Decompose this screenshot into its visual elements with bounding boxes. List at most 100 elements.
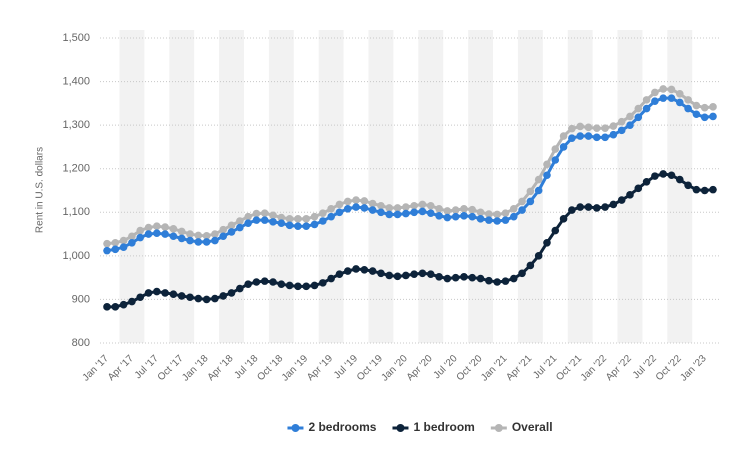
data-point [385, 271, 394, 280]
data-point [617, 126, 626, 135]
data-point [642, 96, 651, 104]
x-tick-label: Apr '19 [305, 353, 335, 383]
data-point [501, 277, 510, 285]
data-point [651, 97, 659, 105]
data-point [202, 232, 211, 240]
x-tick-label: Jan '18 [180, 353, 211, 384]
data-point [327, 205, 335, 213]
y-tick-label: 1,000 [62, 250, 90, 262]
data-point [368, 206, 377, 214]
background-stripe [318, 30, 344, 343]
data-point [169, 232, 178, 241]
data-point [576, 132, 584, 140]
x-tick-label: Apr '20 [405, 353, 435, 383]
data-point [410, 201, 418, 210]
data-point [211, 294, 219, 303]
data-point [128, 238, 136, 247]
data-point [684, 96, 692, 104]
data-point [675, 89, 684, 98]
data-point [435, 211, 443, 220]
data-point [136, 293, 145, 302]
data-point [534, 175, 543, 184]
data-point [161, 223, 169, 231]
data-point [385, 210, 394, 219]
data-point [285, 215, 294, 223]
data-point [219, 225, 228, 234]
x-tick-label: Oct '18 [255, 353, 285, 383]
data-point [119, 300, 128, 309]
data-point [153, 287, 161, 296]
data-point [435, 205, 443, 213]
data-point [219, 292, 228, 300]
data-point [161, 230, 169, 238]
data-point [460, 272, 468, 281]
data-point [128, 297, 136, 306]
data-point [493, 278, 501, 286]
data-point [177, 234, 186, 243]
data-point [501, 216, 510, 224]
data-point [260, 216, 269, 224]
data-point [584, 203, 593, 211]
legend-marker [396, 424, 405, 432]
data-point [277, 213, 286, 222]
data-point [592, 133, 601, 142]
y-tick-label: 1,500 [62, 32, 90, 44]
data-point [634, 184, 643, 193]
data-point [269, 211, 277, 220]
data-point [244, 219, 252, 227]
data-point [360, 197, 369, 205]
data-point [526, 261, 535, 270]
data-point [393, 210, 402, 219]
data-point [568, 134, 576, 143]
data-point [202, 295, 211, 304]
data-point [244, 280, 252, 288]
data-point [543, 171, 551, 180]
data-point [617, 117, 626, 126]
data-point [592, 124, 601, 132]
data-point [443, 274, 452, 283]
data-point [443, 213, 452, 222]
data-point [119, 236, 128, 245]
x-tick-label: Jan '20 [379, 353, 410, 384]
data-point [260, 209, 269, 217]
data-point [285, 221, 294, 230]
data-point [244, 212, 252, 221]
data-point [476, 208, 485, 217]
x-tick-label: Oct '17 [156, 353, 186, 383]
data-point [435, 272, 443, 281]
data-point [410, 208, 418, 217]
data-point [468, 212, 477, 221]
data-point [277, 280, 286, 288]
background-stripe [268, 30, 294, 343]
data-point [518, 197, 526, 206]
data-point [327, 274, 335, 283]
data-point [335, 208, 344, 217]
data-point [294, 215, 302, 223]
data-point [426, 201, 435, 210]
data-point [302, 222, 311, 231]
data-point [194, 294, 203, 303]
data-point [128, 232, 136, 241]
data-point [626, 191, 634, 199]
data-point [642, 177, 651, 186]
data-point [310, 220, 319, 229]
data-point [285, 281, 294, 290]
data-point [327, 212, 335, 221]
data-point [252, 216, 261, 224]
data-point [352, 196, 360, 204]
data-point [177, 292, 186, 300]
data-point [601, 133, 609, 142]
data-point [402, 203, 410, 211]
data-point [443, 207, 452, 215]
data-point [418, 269, 427, 278]
data-point [501, 209, 510, 217]
data-point [709, 112, 717, 121]
data-point [584, 123, 593, 132]
data-point [335, 270, 344, 278]
data-point [551, 145, 560, 153]
data-point [119, 243, 128, 251]
data-point [518, 269, 526, 278]
data-point [144, 223, 153, 232]
data-point [402, 209, 410, 218]
data-point [476, 274, 485, 283]
